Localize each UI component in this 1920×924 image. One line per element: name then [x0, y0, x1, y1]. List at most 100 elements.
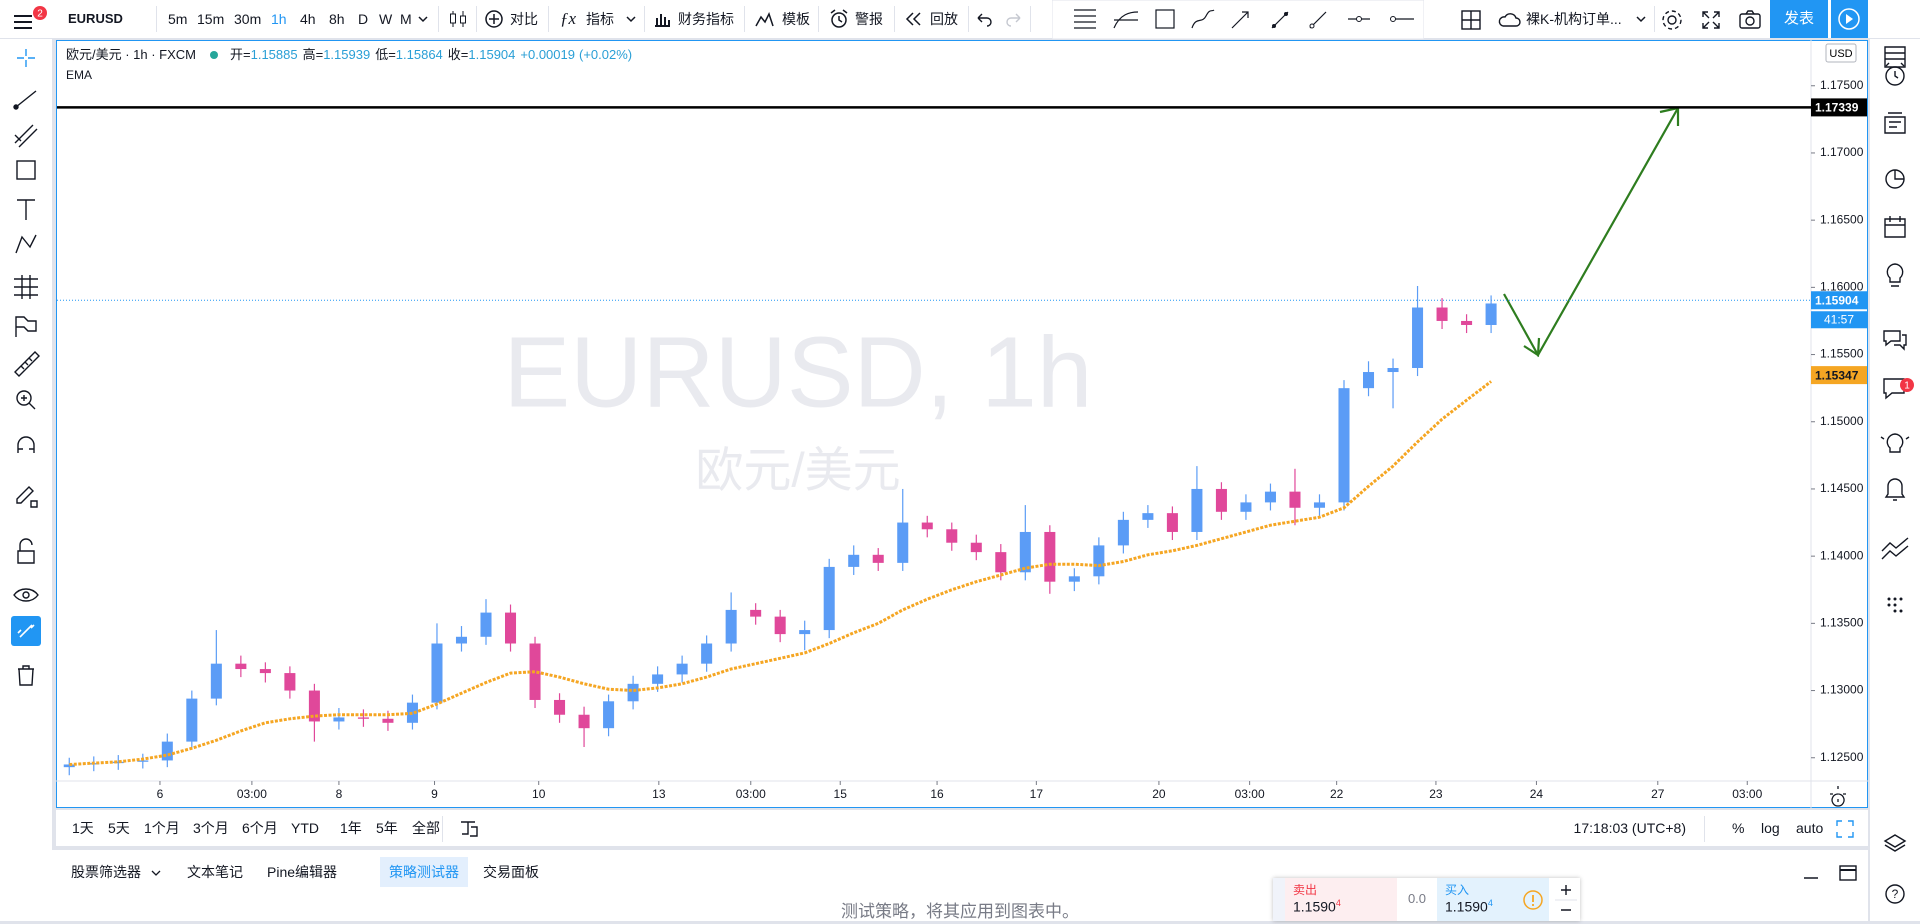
- watchlist[interactable]: [1884, 46, 1906, 68]
- forecast-tool[interactable]: [15, 316, 37, 337]
- panel-tab[interactable]: 策略测试器: [380, 857, 468, 887]
- fullscreen-icon[interactable]: [1700, 9, 1722, 31]
- goto-date[interactable]: [458, 818, 480, 838]
- templates[interactable]: 模板: [782, 11, 810, 27]
- object-tree[interactable]: [1883, 834, 1907, 852]
- ideas[interactable]: [1886, 263, 1904, 287]
- range-button[interactable]: 5天: [108, 820, 130, 836]
- replay[interactable]: 回放: [930, 11, 958, 27]
- panel-tab[interactable]: 交易面板: [483, 864, 539, 880]
- alerts[interactable]: [1885, 62, 1905, 79]
- crosshair-tool[interactable]: [17, 49, 35, 67]
- streams[interactable]: [1881, 537, 1909, 560]
- panel-tab[interactable]: 文本笔记: [187, 864, 243, 880]
- shape-tool[interactable]: [16, 160, 36, 180]
- help[interactable]: [1885, 884, 1905, 904]
- notifications[interactable]: [1884, 478, 1906, 501]
- undo-redo[interactable]: [974, 10, 1024, 28]
- snapshot-icon[interactable]: [1738, 9, 1762, 31]
- replay-icon[interactable]: [904, 10, 924, 28]
- interval[interactable]: M: [400, 11, 412, 27]
- settings-icon[interactable]: [1660, 8, 1684, 32]
- range-button[interactable]: YTD: [291, 820, 319, 836]
- range-button[interactable]: 全部: [412, 820, 440, 836]
- stay-drawing-tool[interactable]: [16, 486, 38, 508]
- hotlists[interactable]: [1894, 170, 1904, 180]
- indicator-name[interactable]: EMA: [66, 68, 93, 82]
- financials-icon[interactable]: [652, 9, 672, 29]
- user-drawing-arrows[interactable]: [1503, 106, 1680, 358]
- trend-line-tool[interactable]: [15, 90, 37, 108]
- range-button[interactable]: 1天: [72, 820, 94, 836]
- currency-box[interactable]: [1825, 43, 1857, 63]
- interval[interactable]: 5m: [168, 11, 188, 27]
- hide-tool[interactable]: [22, 591, 30, 599]
- layout-name[interactable]: 裸K-机构订单...: [1526, 11, 1622, 27]
- candle-icon[interactable]: [447, 8, 469, 30]
- chevron[interactable]: [624, 12, 638, 26]
- remove-tool[interactable]: [18, 665, 34, 686]
- grip[interactable]: [1273, 878, 1285, 921]
- chevron[interactable]: [1634, 12, 1648, 26]
- clock[interactable]: 17:18:03 (UTC+8): [1573, 820, 1686, 836]
- interval[interactable]: 8h: [329, 11, 345, 27]
- info-icon[interactable]: [1522, 889, 1544, 911]
- interval[interactable]: 1h: [271, 11, 287, 27]
- fib-tool[interactable]: [14, 275, 38, 299]
- interval[interactable]: 15m: [197, 11, 225, 27]
- financials[interactable]: 财务指标: [678, 11, 734, 27]
- sell-button[interactable]: 卖出 1.15904: [1285, 878, 1397, 921]
- lock-tool[interactable]: [17, 538, 35, 564]
- log-toggle[interactable]: log: [1761, 820, 1780, 836]
- percent-toggle[interactable]: %: [1732, 820, 1745, 836]
- range-button[interactable]: 5年: [376, 820, 398, 836]
- cloud-icon[interactable]: [1496, 10, 1522, 30]
- interval[interactable]: D: [358, 11, 369, 27]
- fx-icon[interactable]: ƒx: [560, 9, 577, 28]
- chats[interactable]: [1883, 330, 1907, 351]
- auto-toggle[interactable]: auto: [1796, 820, 1824, 836]
- legend-title[interactable]: 欧元/美元 · 1h · FXCM: [66, 47, 197, 62]
- expand[interactable]: [1836, 820, 1854, 838]
- panel-tab[interactable]: Pine编辑器: [267, 864, 338, 880]
- drawing-tools[interactable]: [1052, 0, 1424, 39]
- indicators[interactable]: 指标: [586, 11, 614, 27]
- layout-icon[interactable]: [1460, 9, 1482, 31]
- text-tool[interactable]: [17, 199, 35, 220]
- buy-button[interactable]: 买入 1.15904: [1437, 878, 1549, 921]
- interval[interactable]: 30m: [234, 11, 262, 27]
- hide-tool[interactable]: [13, 588, 39, 602]
- alert-icon[interactable]: [828, 8, 850, 30]
- templates-icon[interactable]: [754, 9, 774, 29]
- menu-icon[interactable]: 2: [10, 6, 52, 36]
- zoom-tool[interactable]: [21, 395, 36, 410]
- chevron[interactable]: [416, 12, 430, 26]
- data-window[interactable]: [1884, 112, 1906, 134]
- range-button[interactable]: 1个月: [144, 820, 180, 836]
- qty-controls[interactable]: [1555, 880, 1577, 920]
- compare-icon[interactable]: [484, 9, 504, 29]
- symbol[interactable]: EURUSD: [68, 11, 123, 26]
- pattern-tool[interactable]: [15, 234, 37, 254]
- dom-icon[interactable]: [1887, 597, 1903, 613]
- axis-settings[interactable]: [1830, 786, 1846, 807]
- range-button[interactable]: 1年: [340, 820, 362, 836]
- pitchfork-tool[interactable]: [14, 124, 38, 148]
- interval[interactable]: 4h: [300, 11, 316, 27]
- chevron[interactable]: [150, 867, 162, 879]
- interval[interactable]: W: [379, 11, 393, 27]
- zoom-tool[interactable]: [16, 390, 32, 406]
- ideas-stream[interactable]: [1880, 433, 1910, 453]
- measure-tool[interactable]: [14, 351, 40, 377]
- publish-button[interactable]: 发表: [1770, 0, 1828, 38]
- range-button[interactable]: 6个月: [242, 820, 278, 836]
- alert[interactable]: 警报: [855, 11, 883, 27]
- magnet-tool[interactable]: [17, 436, 35, 453]
- play-button[interactable]: [1831, 0, 1868, 38]
- panel-tab[interactable]: 股票筛选器: [71, 864, 141, 880]
- calendar[interactable]: [1884, 216, 1906, 238]
- alerts[interactable]: [1885, 66, 1905, 86]
- compare[interactable]: 对比: [510, 11, 538, 27]
- panel-controls[interactable]: [1800, 862, 1860, 886]
- range-button[interactable]: 3个月: [193, 820, 229, 836]
